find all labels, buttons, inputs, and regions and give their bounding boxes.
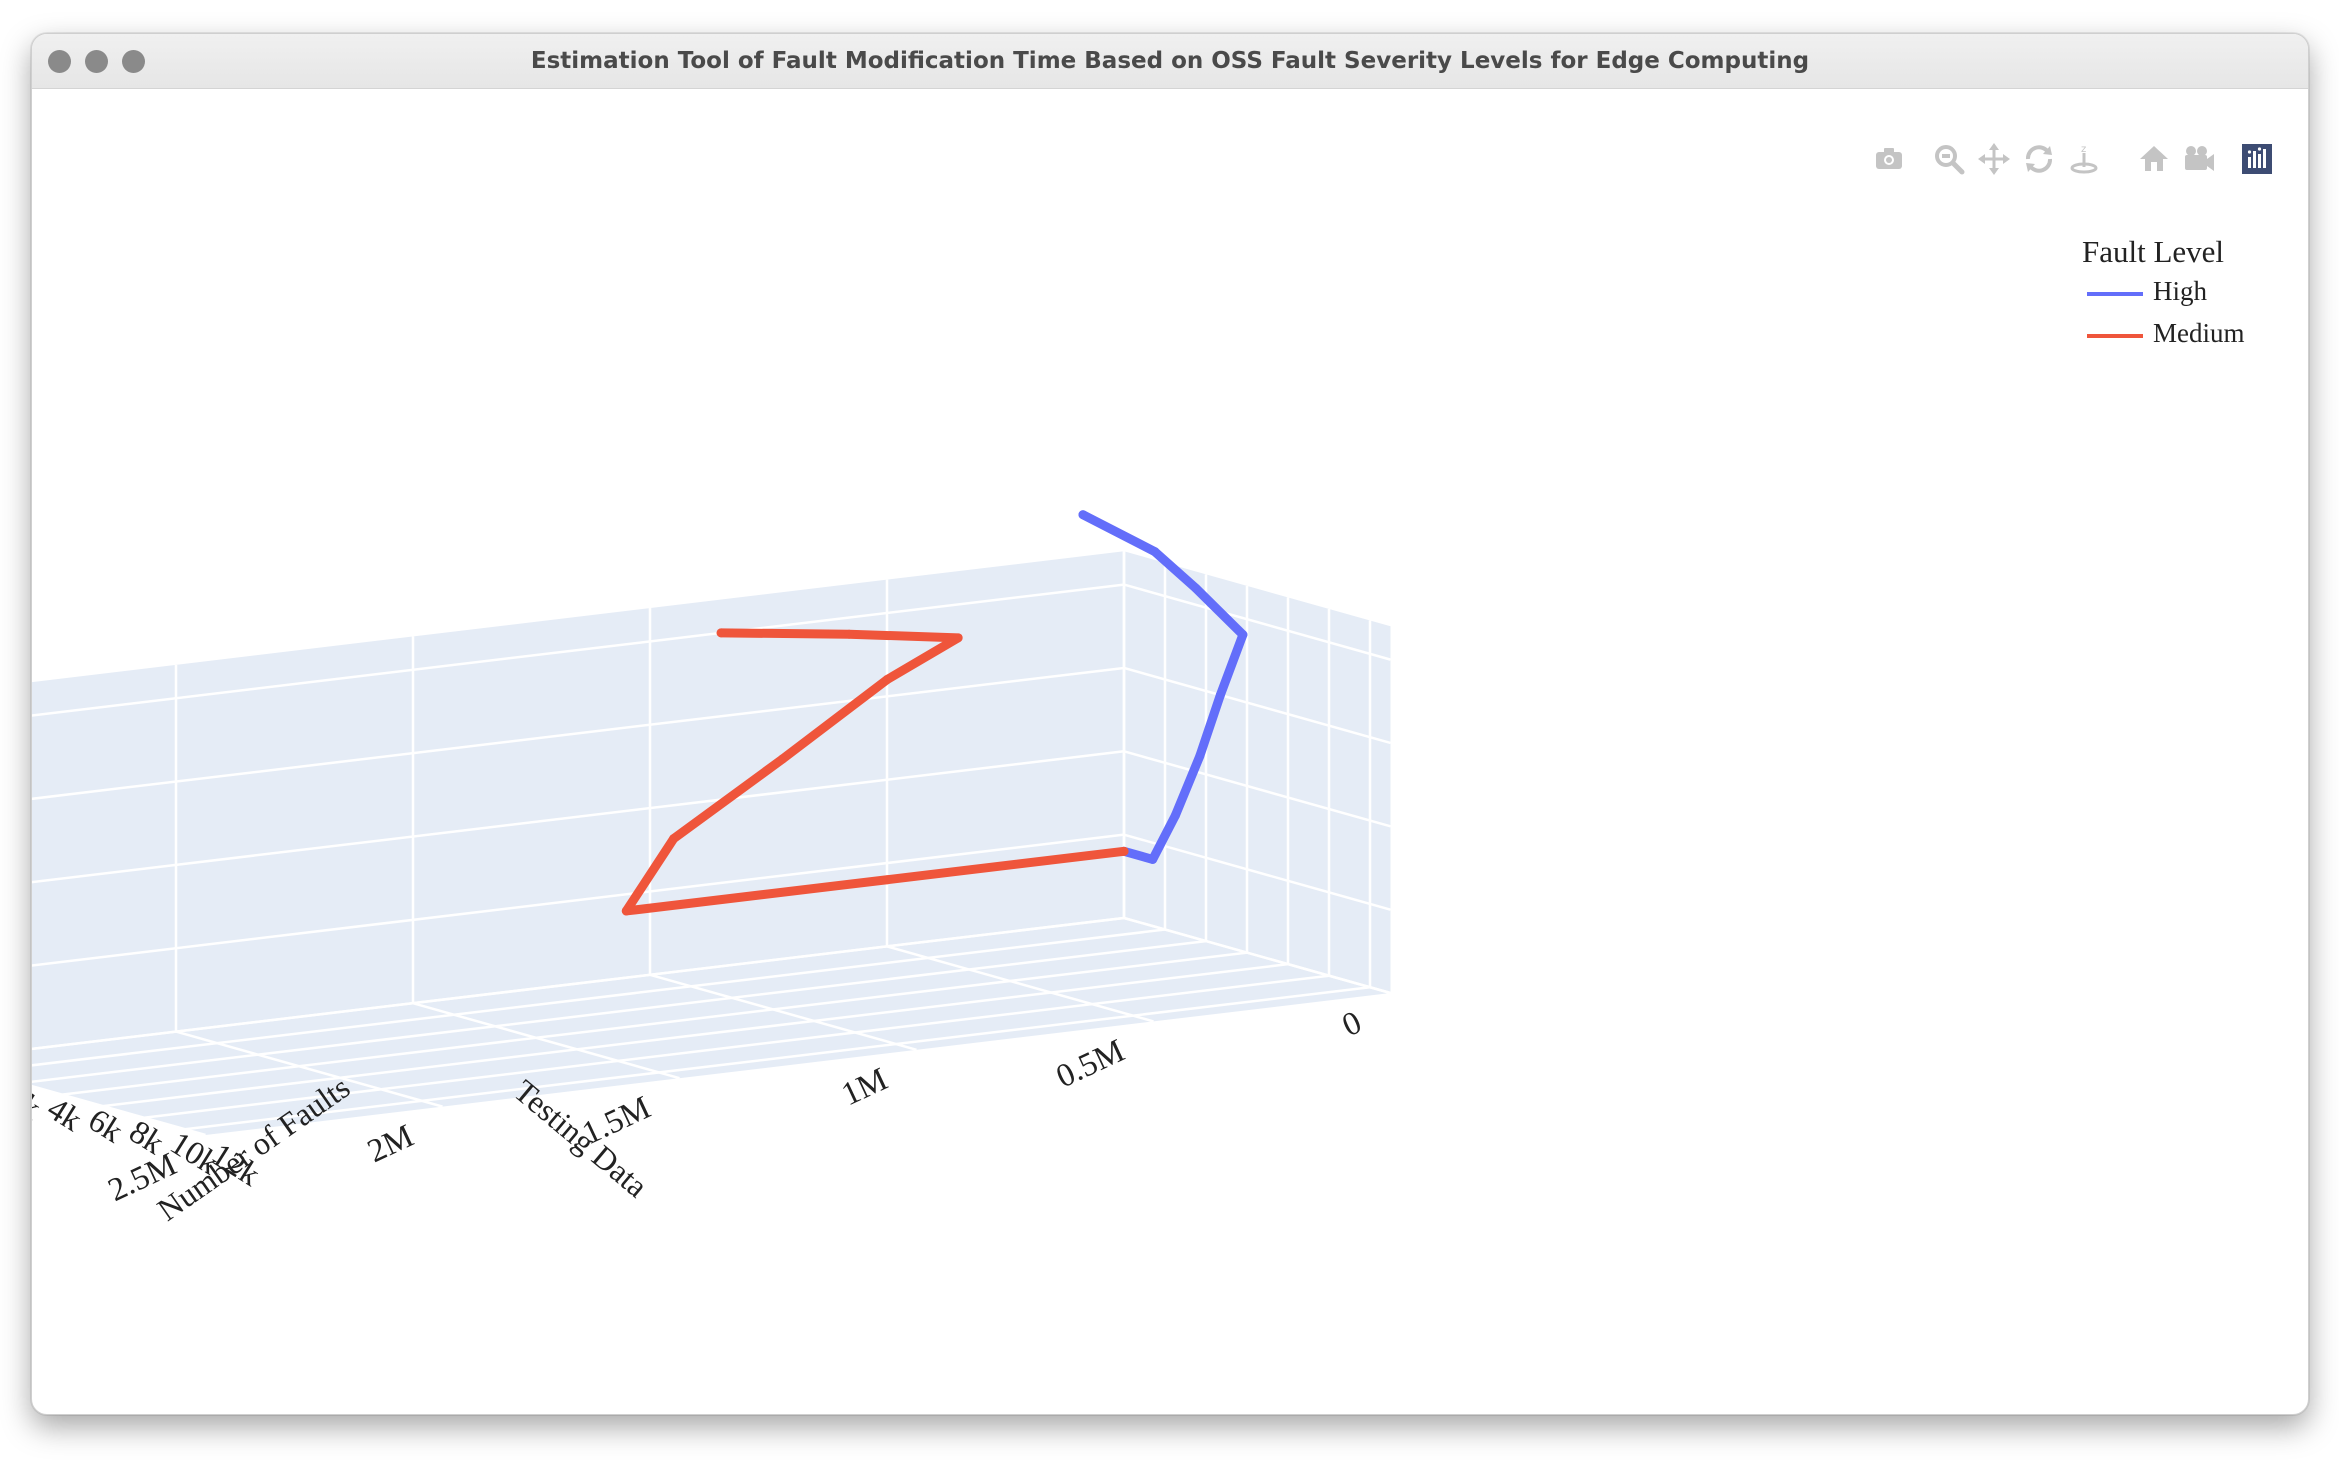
grid-line-y-floor (184, 985, 1371, 1131)
grid-line-y-floor (102, 962, 1289, 1108)
window-title: Estimation Tool of Fault Modification Ti… (530, 48, 1810, 74)
camera-last-save-icon[interactable] (2182, 142, 2216, 176)
floor-pane (32, 918, 1391, 1136)
data-point-high (1170, 811, 1180, 821)
x-tick-label: 2M (362, 1118, 419, 1170)
data-point-high (1215, 690, 1225, 700)
grid-line-y-floor (32, 928, 1166, 1067)
svg-text:z: z (2081, 144, 2086, 155)
data-point-medium (621, 906, 631, 916)
grid-line-z-left (32, 666, 1125, 801)
grid-line-x-floor (886, 945, 1154, 1023)
grid-line-z-right (1123, 666, 1391, 745)
minimize-window-button[interactable] (85, 50, 108, 73)
reset-camera-icon[interactable] (2137, 142, 2171, 176)
plotly-logo-icon[interactable] (2240, 142, 2274, 176)
grid-line-z-right (1123, 750, 1391, 828)
data-point-high (1238, 630, 1248, 640)
data-point-medium (669, 834, 679, 844)
grid-line-z-left (32, 833, 1125, 967)
turntable-rotation-icon[interactable]: z (2067, 142, 2101, 176)
grid-line-z-right (1123, 583, 1391, 661)
data-point-medium (716, 628, 726, 638)
x-tick-label: 1M (836, 1061, 893, 1113)
grid-line-y-floor (32, 939, 1207, 1084)
data-point-high (1191, 583, 1201, 593)
data-point-high (1195, 751, 1205, 761)
grid-line-x-floor (649, 973, 917, 1052)
back-wall-right (1124, 551, 1391, 994)
plot-area[interactable]: 00.5M1M1.5M2M00.5M1M1.5M2M2.5M02k4k6k8k1… (32, 89, 2308, 1414)
data-point-medium (882, 675, 892, 685)
legend-label-medium: Medium (2153, 318, 2245, 348)
zoom-icon[interactable] (1932, 142, 1966, 176)
grid-line-x-floor (32, 1084, 206, 1137)
grid-line-y-floor (32, 916, 1125, 1051)
x-tick-label: 0 (1337, 1005, 1367, 1045)
grid-line-y-floor (61, 951, 1248, 1096)
x-tick-label: 0.5M (1051, 1033, 1130, 1095)
close-window-button[interactable] (48, 50, 71, 73)
legend-label-high: High (2153, 276, 2207, 306)
zoom-window-button[interactable] (122, 50, 145, 73)
legend-swatch-high (2087, 292, 2143, 296)
data-point-medium (882, 875, 892, 885)
grid-line-z-left (32, 750, 1125, 884)
data-point-medium (953, 633, 963, 643)
data-point-high (1078, 510, 1088, 520)
data-point-medium (1119, 846, 1129, 856)
grid-line-y-floor (143, 974, 1330, 1119)
grid-line-x-floor (412, 1001, 680, 1080)
app-window: Estimation Tool of Fault Modification Ti… (31, 33, 2309, 1415)
data-point-medium (778, 754, 788, 764)
legend-swatch-medium (2087, 334, 2143, 338)
data-point-medium (844, 629, 854, 639)
data-point-high (1150, 547, 1160, 557)
data-point-high (1148, 854, 1158, 864)
pan-icon[interactable] (1977, 142, 2011, 176)
camera-icon[interactable] (1872, 142, 1906, 176)
legend-title: Fault Level (2082, 234, 2225, 269)
title-bar: Estimation Tool of Fault Modification Ti… (32, 34, 2308, 89)
grid-line-x-floor (175, 1030, 443, 1108)
grid-line-z-left (32, 583, 1125, 717)
chart-3d[interactable]: 00.5M1M1.5M2M00.5M1M1.5M2M2.5M02k4k6k8k1… (32, 89, 2306, 1413)
back-wall-left (32, 551, 1124, 1049)
grid-line-x-floor (1123, 916, 1391, 995)
grid-line-z-right (1123, 833, 1391, 911)
x-axis-title: Testing Data (507, 1072, 654, 1204)
orbit-rotation-icon[interactable] (2022, 142, 2056, 176)
